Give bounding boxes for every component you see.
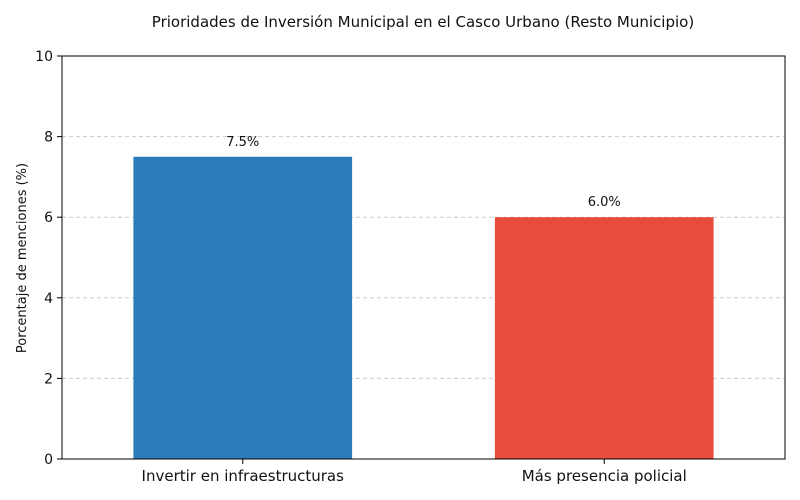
- data-labels: 7.5% 6.0%: [226, 135, 621, 210]
- x-tick-label: Más presencia policial: [522, 467, 687, 485]
- y-tick-label: 0: [44, 452, 53, 468]
- y-tick-label: 6: [44, 210, 53, 226]
- y-axis-label: Porcentaje de menciones (%): [15, 163, 30, 353]
- x-tick-label: Invertir en infraestructuras: [142, 467, 345, 485]
- bars: [133, 156, 714, 459]
- y-axis-ticks: 0 2 4 6 8 10: [35, 49, 62, 468]
- bar: [133, 156, 353, 459]
- bar-value-label: 6.0%: [588, 195, 621, 210]
- plot-frame: [61, 55, 786, 460]
- y-tick-label: 10: [35, 49, 53, 65]
- x-axis-ticks: Invertir en infraestructuras Más presenci…: [142, 459, 687, 485]
- bar-value-label: 7.5%: [226, 135, 259, 150]
- y-tick-label: 2: [44, 371, 53, 387]
- bar: [494, 217, 714, 459]
- y-tick-label: 8: [44, 130, 53, 146]
- y-tick-label: 4: [44, 291, 53, 307]
- chart-title: Prioridades de Inversión Municipal en el…: [152, 13, 694, 31]
